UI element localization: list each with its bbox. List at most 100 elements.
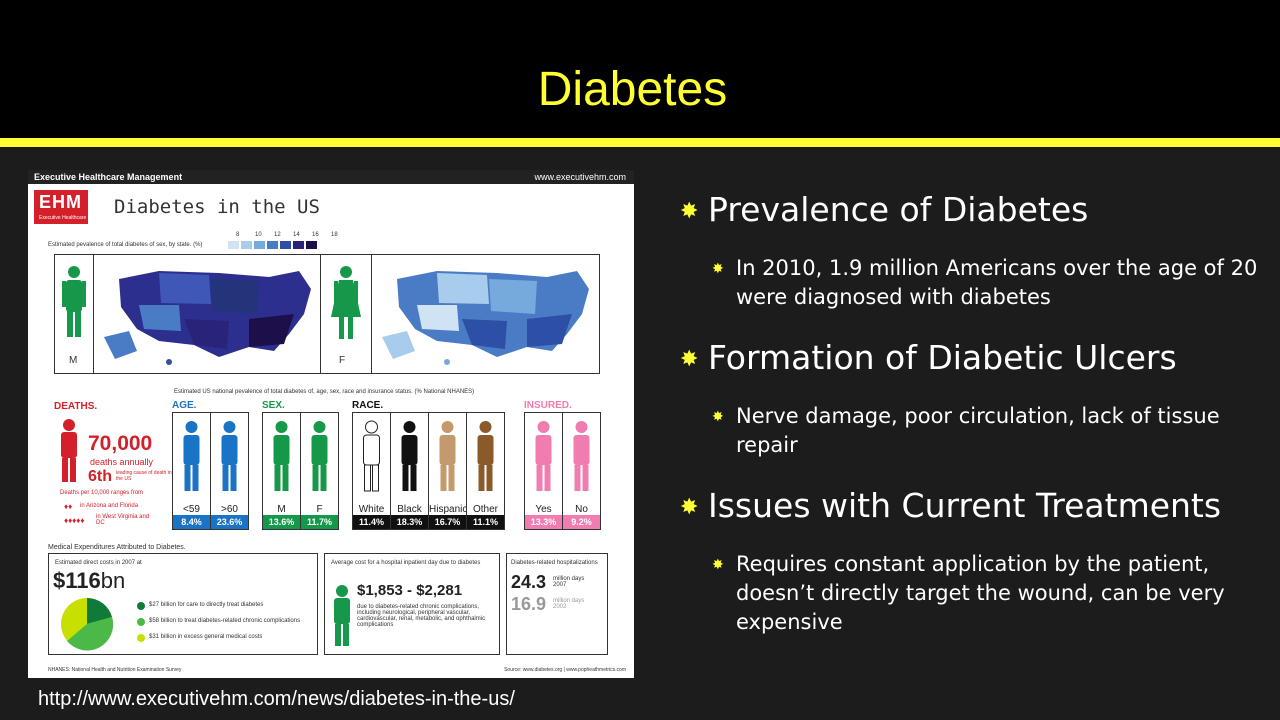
- male-figure-box: M: [55, 255, 94, 373]
- hospitalizations-panel: Diabetes-related hospitalizations 24.3 m…: [506, 553, 608, 655]
- male-us-map: [104, 271, 311, 365]
- group-cell: <59 8.4%: [172, 412, 211, 530]
- title-band: [0, 0, 1280, 138]
- source-link[interactable]: http://www.executivehm.com/news/diabetes…: [38, 688, 515, 710]
- infographic-footer-left: NHANES: National Health and Nutrition Ex…: [48, 667, 182, 673]
- group-cell-percent: 11.1%: [467, 515, 504, 529]
- infographic-header-right: www.executivehm.com: [534, 172, 626, 182]
- group-cell-label: <59: [183, 504, 200, 515]
- sub-bullet-treatments: Requires constant application by the pat…: [736, 552, 1225, 634]
- diabetes-infographic: Executive Healthcare Management www.exec…: [28, 170, 634, 678]
- infographic-footer-right: Source: www.diabetes.org | www.popheathm…: [504, 667, 626, 673]
- person-figure-icon: [273, 421, 290, 491]
- inpatient-range: $1,853 - $2,281: [357, 582, 463, 599]
- group-cell-label: F: [316, 504, 323, 515]
- cost-breakdown-dot: [137, 602, 145, 610]
- group-cell-label: No: [575, 504, 588, 515]
- sub-bullet-star-icon: ✸: [712, 260, 724, 276]
- group-cell-percent: 8.4%: [173, 515, 210, 529]
- group-cell: No 9.2%: [562, 412, 601, 530]
- inpatient-caption: Average cost for a hospital inpatient da…: [331, 560, 481, 566]
- title-rule: [0, 138, 1280, 147]
- bullet-star-icon: ✸: [680, 346, 699, 371]
- deaths-rank: 6th: [88, 468, 112, 485]
- group-cell-percent: 9.2%: [563, 515, 600, 529]
- infographic-header-left: Executive Healthcare Management: [34, 172, 183, 182]
- hosp-2002: 16.9: [511, 594, 547, 614]
- legend-tick: 14: [293, 232, 300, 238]
- map-caption: Estimated pevalence of total diabetes of…: [48, 242, 203, 248]
- group-cell-label: Other: [472, 504, 498, 515]
- female-map-panel: F: [320, 254, 600, 374]
- bullet-ulcers: Formation of Diabetic Ulcers: [708, 338, 1177, 377]
- group-cell: >60 23.6%: [210, 412, 249, 530]
- person-figure-icon: [477, 421, 494, 491]
- group-cell-percent: 13.3%: [525, 515, 562, 529]
- deaths-count-sub: deaths annually: [90, 457, 154, 467]
- direct-costs-panel: Estimated direct costs in 2007 at $116bn…: [48, 553, 318, 655]
- inpatient-figure-icon: [334, 585, 350, 646]
- male-map-label: M: [69, 355, 78, 366]
- group-cell: M 13.6%: [262, 412, 301, 530]
- group-cell-percent: 11.7%: [301, 515, 338, 529]
- nhanes-caption: Estimated US national pevalence of total…: [174, 389, 475, 395]
- female-figure-icon: [331, 266, 361, 339]
- inpatient-cost-panel: Average cost for a hospital inpatient da…: [324, 553, 500, 655]
- group-cell: White 11.4%: [352, 412, 391, 530]
- bullet-treatments: Issues with Current Treatments: [708, 486, 1222, 525]
- deaths-high: in West Virginia and DC: [96, 514, 150, 526]
- cost-breakdown-dot: [137, 618, 145, 626]
- cost-breakdown-dot: [137, 634, 145, 642]
- ehm-logo-text: EHM: [39, 192, 82, 212]
- cost-breakdown-item: $58 billion to treat diabetes-related ch…: [149, 618, 301, 624]
- female-map-label: F: [339, 355, 346, 366]
- person-figure-icon: [401, 421, 418, 491]
- group-cell-label: >60: [221, 504, 238, 515]
- hosp-caption: Diabetes-related hospitalizations: [511, 560, 598, 566]
- sub-bullet-star-icon: ✸: [712, 556, 724, 572]
- group-cell: Black 18.3%: [390, 412, 429, 530]
- deaths-heading: DEATHS.: [54, 401, 98, 412]
- hosp-2007-sub: million days 2007: [553, 576, 585, 588]
- deaths-figure-icon: [61, 419, 77, 482]
- group-heading: AGE.: [172, 400, 197, 411]
- ehm-logo: EHM Executive Healthcare: [34, 190, 88, 224]
- legend-swatch: [241, 241, 252, 249]
- deaths-low-figures: ♦♦: [64, 502, 73, 511]
- legend-tick: 8: [236, 232, 240, 238]
- group-cell-percent: 18.3%: [391, 515, 428, 529]
- legend-swatch: [228, 241, 239, 249]
- person-figure-icon: [439, 421, 456, 491]
- group-cell-label: Black: [397, 504, 422, 515]
- person-figure-icon: [363, 420, 380, 492]
- group-heading: SEX.: [262, 400, 285, 411]
- deaths-low: in Arizona and Florida: [80, 503, 139, 509]
- deaths-high-figures: ♦♦♦♦♦: [64, 516, 85, 525]
- direct-costs-pie: [61, 598, 114, 651]
- legend-swatch: [306, 241, 317, 249]
- hosp-2007: 24.3: [511, 572, 547, 592]
- ehm-logo-sub: Executive Healthcare: [39, 215, 87, 221]
- legend-swatch: [280, 241, 291, 249]
- female-figure-box: F: [321, 255, 372, 373]
- bullet-star-icon: ✸: [680, 198, 699, 223]
- group-cell-percent: 16.7%: [429, 515, 466, 529]
- group-cell-label: M: [277, 504, 286, 515]
- person-figure-icon: [311, 421, 328, 491]
- person-figure-icon: [183, 421, 200, 491]
- group-cell-percent: 11.4%: [353, 515, 390, 529]
- group-heading: INSURED.: [524, 400, 572, 411]
- group-cell-percent: 13.6%: [263, 515, 300, 529]
- male-map-panel: M: [54, 254, 322, 374]
- infographic-header: Executive Healthcare Management www.exec…: [28, 170, 634, 184]
- bullet-star-icon: ✸: [680, 494, 699, 519]
- slide-title: Diabetes: [537, 63, 728, 116]
- inpatient-note: due to diabetes-related chronic complica…: [357, 604, 486, 628]
- bullet-prevalence: Prevalence of Diabetes: [708, 190, 1089, 229]
- sub-bullet-star-icon: ✸: [712, 408, 724, 424]
- infographic-title: Diabetes in the US: [114, 196, 320, 218]
- legend-tick: 12: [274, 232, 281, 238]
- group-cell: Yes 13.3%: [524, 412, 563, 530]
- cost-breakdown-item: $27 billion for care to directly treat d…: [149, 602, 264, 608]
- group-cell-label: White: [358, 504, 385, 515]
